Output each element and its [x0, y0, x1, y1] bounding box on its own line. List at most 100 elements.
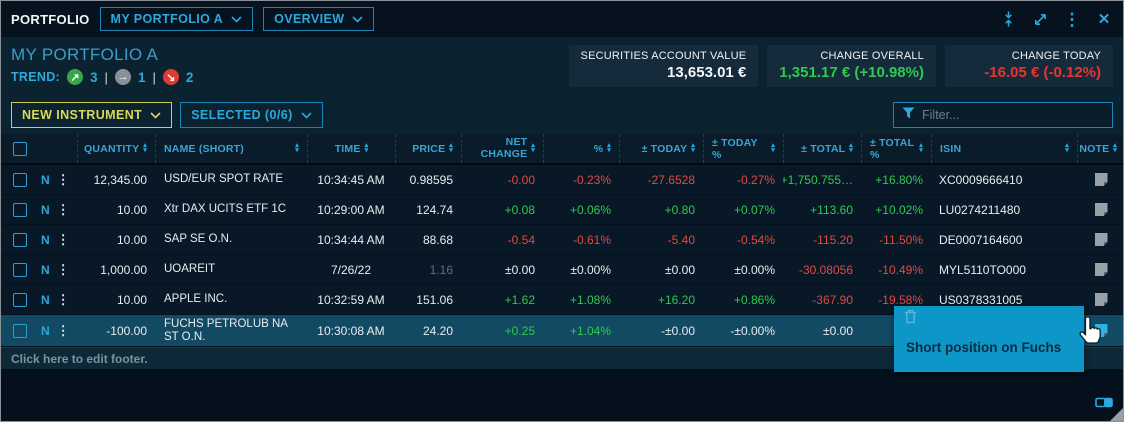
- total-cell: +1,750.755…: [783, 172, 853, 187]
- row-select-cell: [1, 165, 39, 194]
- note-popup-text: Short position on Fuchs: [906, 340, 1062, 355]
- resize-grip[interactable]: [1109, 408, 1123, 421]
- today-percent-cell: -0.27%: [736, 172, 775, 187]
- sort-icon: ▴ ▾: [1113, 142, 1117, 154]
- portfolio-selector[interactable]: MY PORTFOLIO A: [99, 7, 254, 31]
- name-cell: SAP SE O.N.: [164, 233, 233, 246]
- percent-cell: +1.08%: [569, 292, 611, 307]
- header-price[interactable]: PRICE ▴ ▾: [395, 134, 461, 163]
- trend-up-count: 3: [90, 69, 98, 85]
- row-checkbox[interactable]: [13, 172, 27, 187]
- name-cell: Xtr DAX UCITS ETF 1C: [164, 203, 287, 216]
- header-today-percent[interactable]: ± TODAY % ▴ ▾: [703, 134, 783, 163]
- filter-field[interactable]: [893, 102, 1113, 128]
- today-cell: -27.6528: [647, 172, 695, 187]
- total-cell: -115.20: [813, 232, 853, 247]
- row-menu-icon[interactable]: ⋮: [56, 291, 70, 307]
- table-row[interactable]: N ⋮ 10.00 SAP SE O.N. 10:34:44 AM 88.68 -…: [1, 225, 1123, 255]
- row-menu-icon[interactable]: ⋮: [56, 261, 70, 277]
- price-cell: 88.68: [422, 232, 453, 247]
- total-cell: -30.08056: [798, 262, 853, 277]
- header-total-percent[interactable]: ± TOTAL % ▴ ▾: [861, 134, 931, 163]
- view-selector[interactable]: OVERVIEW: [263, 7, 375, 31]
- note-icon-active[interactable]: [1095, 324, 1108, 337]
- price-cell: 24.20: [422, 323, 453, 338]
- stat-label: SECURITIES ACCOUNT VALUE: [580, 50, 747, 62]
- trend-neutral-count: 1: [137, 69, 146, 85]
- divider: |: [152, 69, 156, 85]
- table-row[interactable]: N ⋮ 10.00 Xtr DAX UCITS ETF 1C 10:29:00 A…: [1, 195, 1123, 225]
- table-row[interactable]: N ⋮ 10.00 APPLE INC. 10:32:59 AM 151.06 +…: [1, 285, 1123, 315]
- row-checkbox[interactable]: [13, 202, 27, 217]
- quantity-cell: 10.00: [116, 232, 147, 247]
- more-options-icon[interactable]: ⋮: [1063, 9, 1081, 29]
- close-icon[interactable]: ✕: [1097, 10, 1111, 28]
- header-quantity[interactable]: QUANTITY ▴ ▾: [77, 134, 155, 163]
- isin-cell: MYL5110TO000: [939, 262, 1026, 277]
- row-menu-icon[interactable]: ⋮: [56, 322, 70, 338]
- footer-edit-bar[interactable]: Click here to edit footer.: [1, 347, 1123, 369]
- new-instrument-button[interactable]: NEW INSTRUMENT: [11, 102, 173, 128]
- today-cell: -5.40: [667, 232, 695, 247]
- header-note[interactable]: NOTE ▴ ▾: [1077, 134, 1123, 163]
- isin-cell: US0378331005: [939, 292, 1023, 307]
- time-cell: 10:34:44 AM: [317, 232, 385, 247]
- table-row[interactable]: N ⋮ 1,000.00 UOAREIT 7/26/22 1.16 ±0.00 ±…: [1, 255, 1123, 285]
- header-percent[interactable]: % ▴ ▾: [543, 134, 619, 163]
- total-cell: -367.90: [812, 292, 853, 307]
- summary-strip: MY PORTFOLIO A TREND: ↗ 3 | → 1 | ↘ 2 SE…: [1, 37, 1123, 134]
- row-select-cell: [1, 255, 39, 284]
- header-select-all: [1, 134, 39, 163]
- row-checkbox[interactable]: [13, 262, 27, 277]
- stat-change-today: CHANGE TODAY -16.05 € (-0.12%): [945, 45, 1113, 87]
- row-checkbox[interactable]: [13, 292, 27, 307]
- chevron-down-icon: [231, 12, 242, 26]
- header-label: ± TODAY %: [712, 136, 758, 161]
- note-icon[interactable]: [1095, 173, 1108, 186]
- header-time[interactable]: TIME ▴ ▾: [307, 134, 395, 163]
- new-flag: N: [41, 202, 50, 217]
- pin-icon[interactable]: [999, 10, 1017, 28]
- stat-label: CHANGE OVERALL: [820, 50, 924, 62]
- time-cell: 10:29:00 AM: [317, 202, 385, 217]
- selected-label: SELECTED (0/6): [191, 108, 293, 122]
- note-icon[interactable]: [1095, 263, 1108, 276]
- price-cell: 1.16: [429, 262, 453, 277]
- selected-dropdown[interactable]: SELECTED (0/6): [180, 102, 323, 128]
- quantity-cell: 12,345.00: [93, 172, 147, 187]
- expand-icon[interactable]: [1031, 10, 1049, 28]
- note-icon[interactable]: [1095, 203, 1108, 216]
- portfolio-summary: MY PORTFOLIO A TREND: ↗ 3 | → 1 | ↘ 2: [11, 45, 193, 85]
- stat-account-value: SECURITIES ACCOUNT VALUE 13,653.01 €: [568, 45, 759, 87]
- note-icon[interactable]: [1095, 293, 1108, 306]
- trash-icon[interactable]: [904, 309, 917, 329]
- table-row[interactable]: N ⋮ 12,345.00 USD/EUR SPOT RATE 10:34:45 …: [1, 165, 1123, 195]
- select-all-checkbox[interactable]: [13, 141, 27, 156]
- chevron-down-icon: [352, 12, 364, 26]
- header-total[interactable]: ± TOTAL ▴ ▾: [783, 134, 861, 163]
- titlebar: PORTFOLIO MY PORTFOLIO A OVERVIEW ⋮ ✕: [1, 1, 1123, 37]
- row-checkbox[interactable]: [13, 323, 27, 338]
- note-popup-toolbar: [894, 306, 1084, 332]
- filter-input[interactable]: [922, 108, 1104, 122]
- percent-cell: +0.06%: [569, 202, 611, 217]
- header-net-change[interactable]: NET CHANGE ▴ ▾: [461, 134, 543, 163]
- percent-cell: -0.23%: [572, 172, 611, 187]
- link-icon[interactable]: [1095, 396, 1113, 414]
- sort-icon: ▴ ▾: [364, 142, 369, 154]
- header-isin[interactable]: ISIN ▴ ▾: [931, 134, 1077, 163]
- header-name[interactable]: NAME (SHORT) ▴ ▾: [155, 134, 307, 163]
- today-percent-cell: +0.86%: [733, 292, 775, 307]
- net-change-cell: +0.25: [504, 323, 535, 338]
- note-cell: [1077, 315, 1124, 346]
- row-menu-icon[interactable]: ⋮: [56, 201, 70, 217]
- row-menu-icon[interactable]: ⋮: [56, 171, 70, 187]
- note-cell: [1077, 255, 1124, 284]
- sort-icon: ▴ ▾: [849, 142, 853, 154]
- portfolio-selector-label: MY PORTFOLIO A: [110, 12, 224, 26]
- row-flag-cell: N ⋮: [39, 315, 77, 346]
- row-menu-icon[interactable]: ⋮: [56, 231, 70, 247]
- header-today[interactable]: ± TODAY ▴ ▾: [619, 134, 703, 163]
- note-icon[interactable]: [1095, 233, 1108, 246]
- row-checkbox[interactable]: [13, 232, 27, 247]
